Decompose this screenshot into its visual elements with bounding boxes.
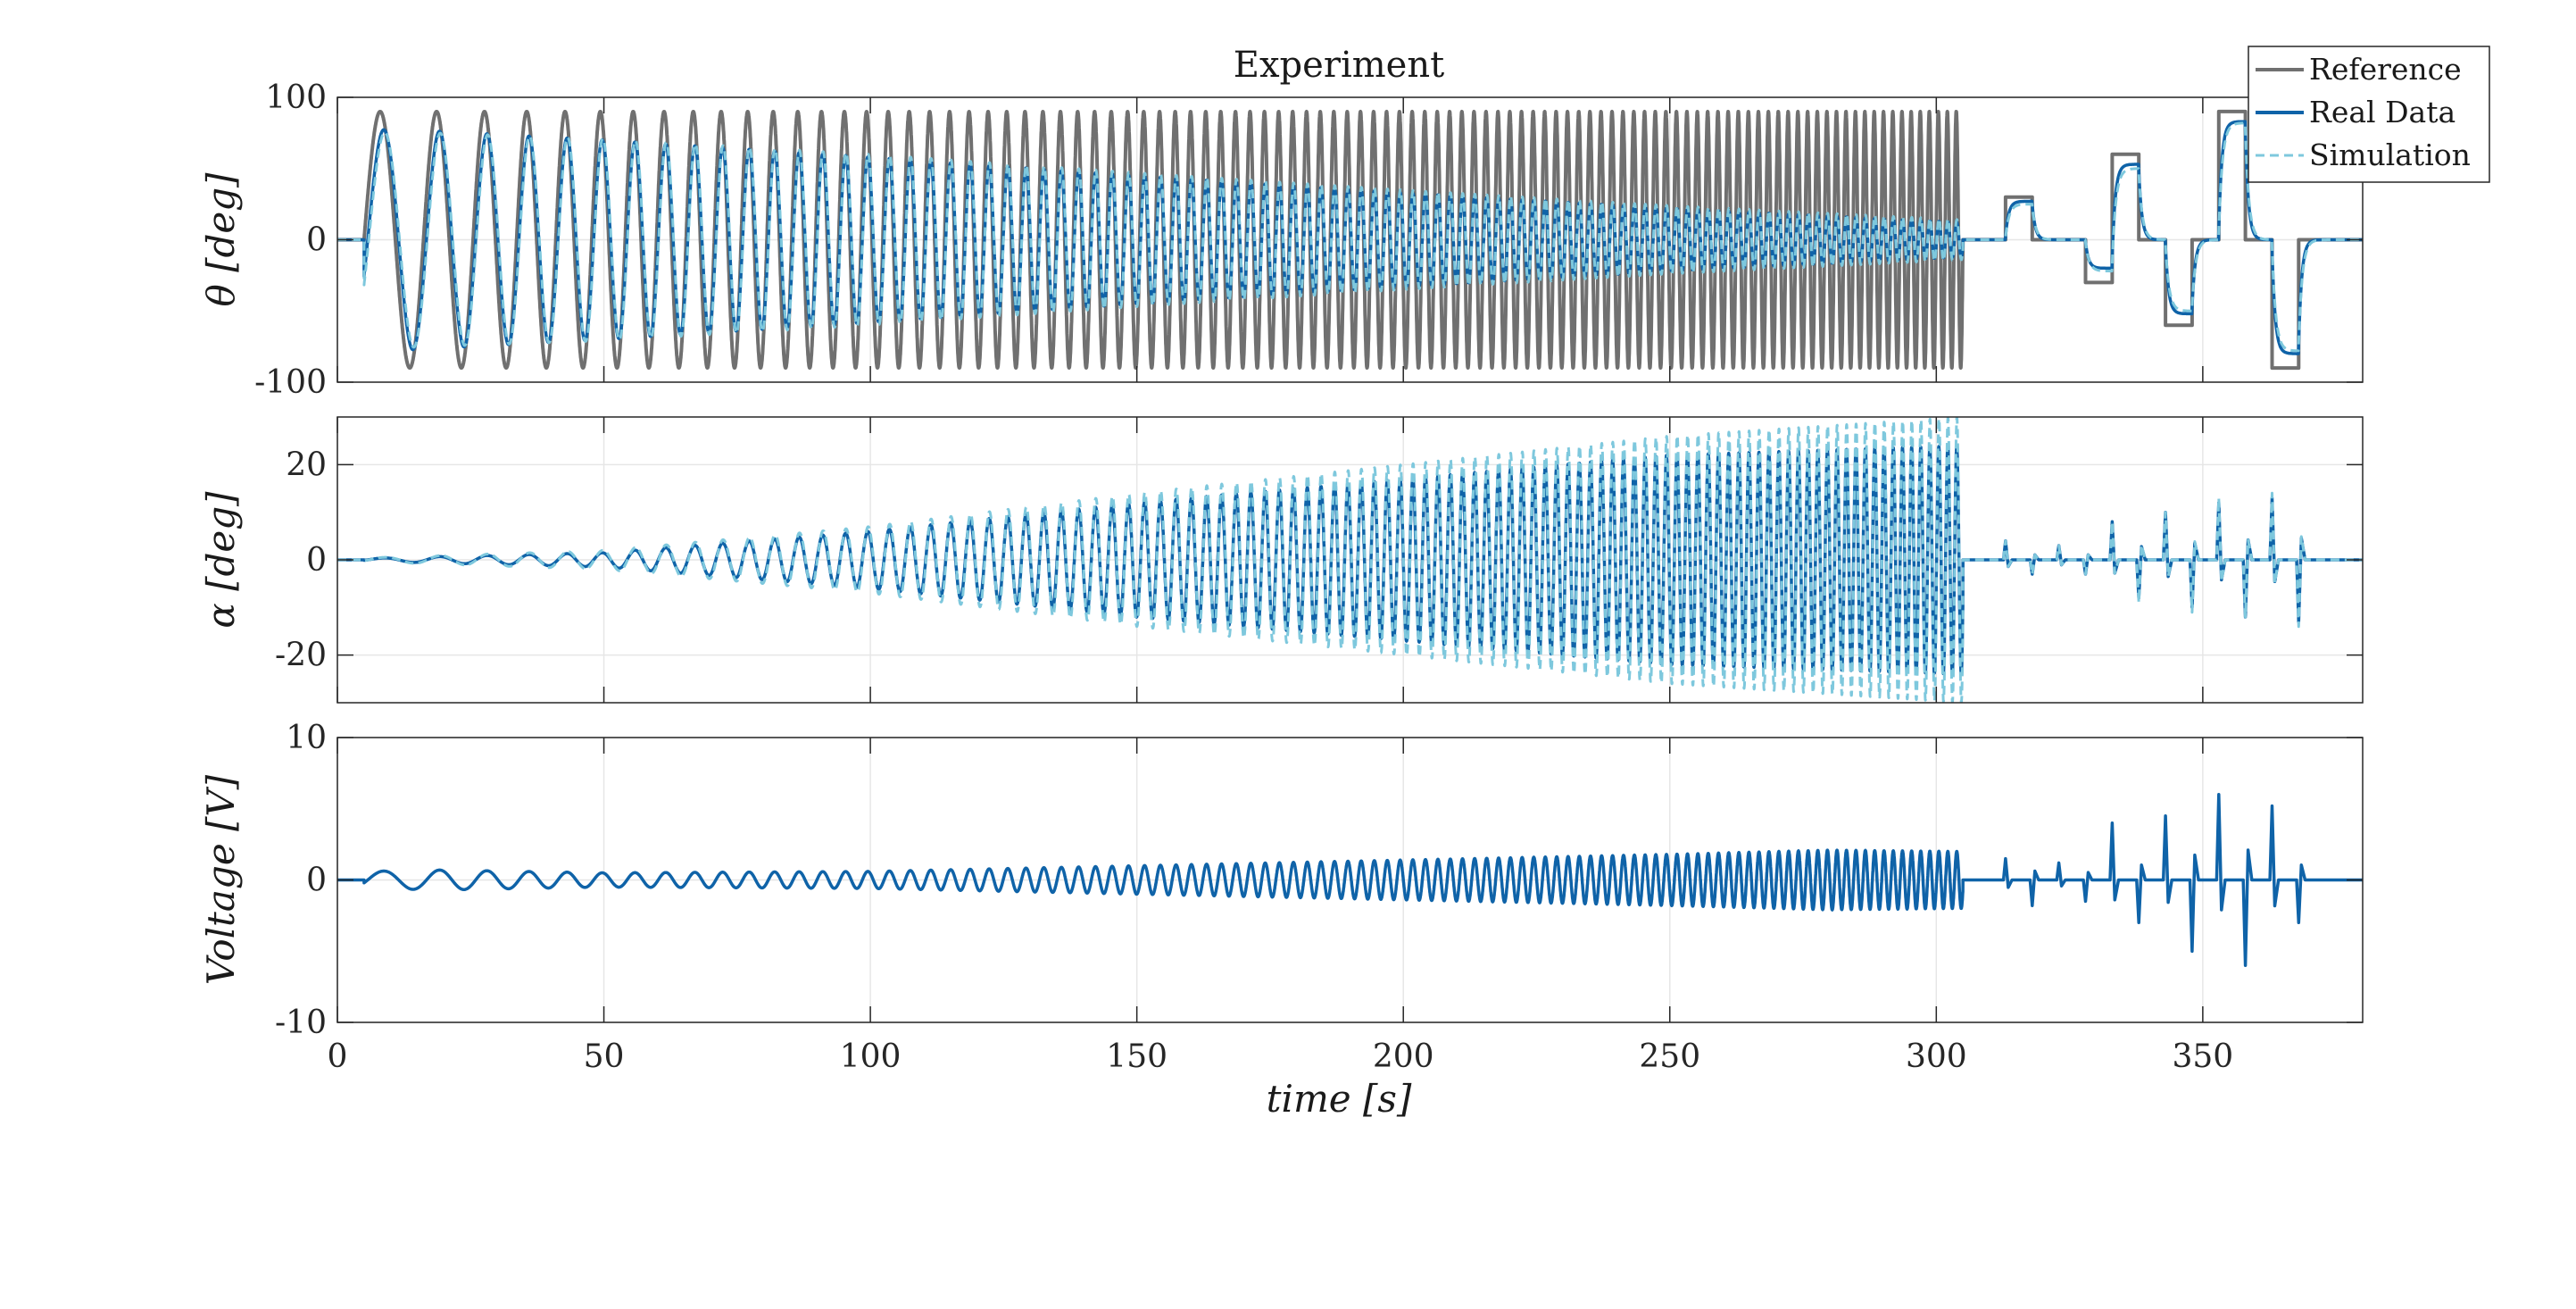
legend: Reference Real Data Simulation [2248, 46, 2490, 183]
x-tick-label: 300 [1906, 1038, 1967, 1075]
x-tick-label: 150 [1106, 1038, 1168, 1075]
y-tick-label: 0 [306, 863, 327, 899]
y-tick-label: 0 [306, 222, 327, 259]
chart-title: Experiment [1234, 45, 1444, 86]
y-axis-label-voltage: Voltage [V] [199, 774, 243, 985]
legend-entry: Reference [2309, 52, 2462, 87]
y-tick-label: 10 [286, 720, 327, 756]
series-alpha-simulation [337, 417, 2363, 703]
x-tick-label: 100 [840, 1038, 902, 1075]
y-tick-label: 100 [265, 79, 327, 116]
series-voltage-real-data [337, 793, 2363, 967]
x-tick-label: 0 [328, 1038, 348, 1075]
y-axis-label-alpha: α [deg] [199, 491, 243, 629]
y-tick-label: 20 [286, 446, 327, 483]
series-theta-simulation [337, 121, 2363, 353]
legend-entry: Simulation [2309, 138, 2471, 172]
legend-entry: Real Data [2309, 95, 2456, 129]
y-tick-label: -20 [275, 638, 327, 674]
y-axis-label-theta: θ [deg] [199, 172, 243, 307]
y-tick-label: -10 [275, 1005, 327, 1041]
x-axis-label: time [s] [1267, 1077, 1412, 1121]
x-tick-label: 350 [2173, 1038, 2234, 1075]
x-tick-label: 200 [1373, 1038, 1434, 1075]
y-tick-label: -100 [254, 364, 327, 401]
series-theta-reference [337, 109, 2363, 371]
x-tick-label: 50 [584, 1038, 625, 1075]
x-tick-label: 250 [1639, 1038, 1700, 1075]
y-tick-label: 0 [306, 542, 327, 579]
